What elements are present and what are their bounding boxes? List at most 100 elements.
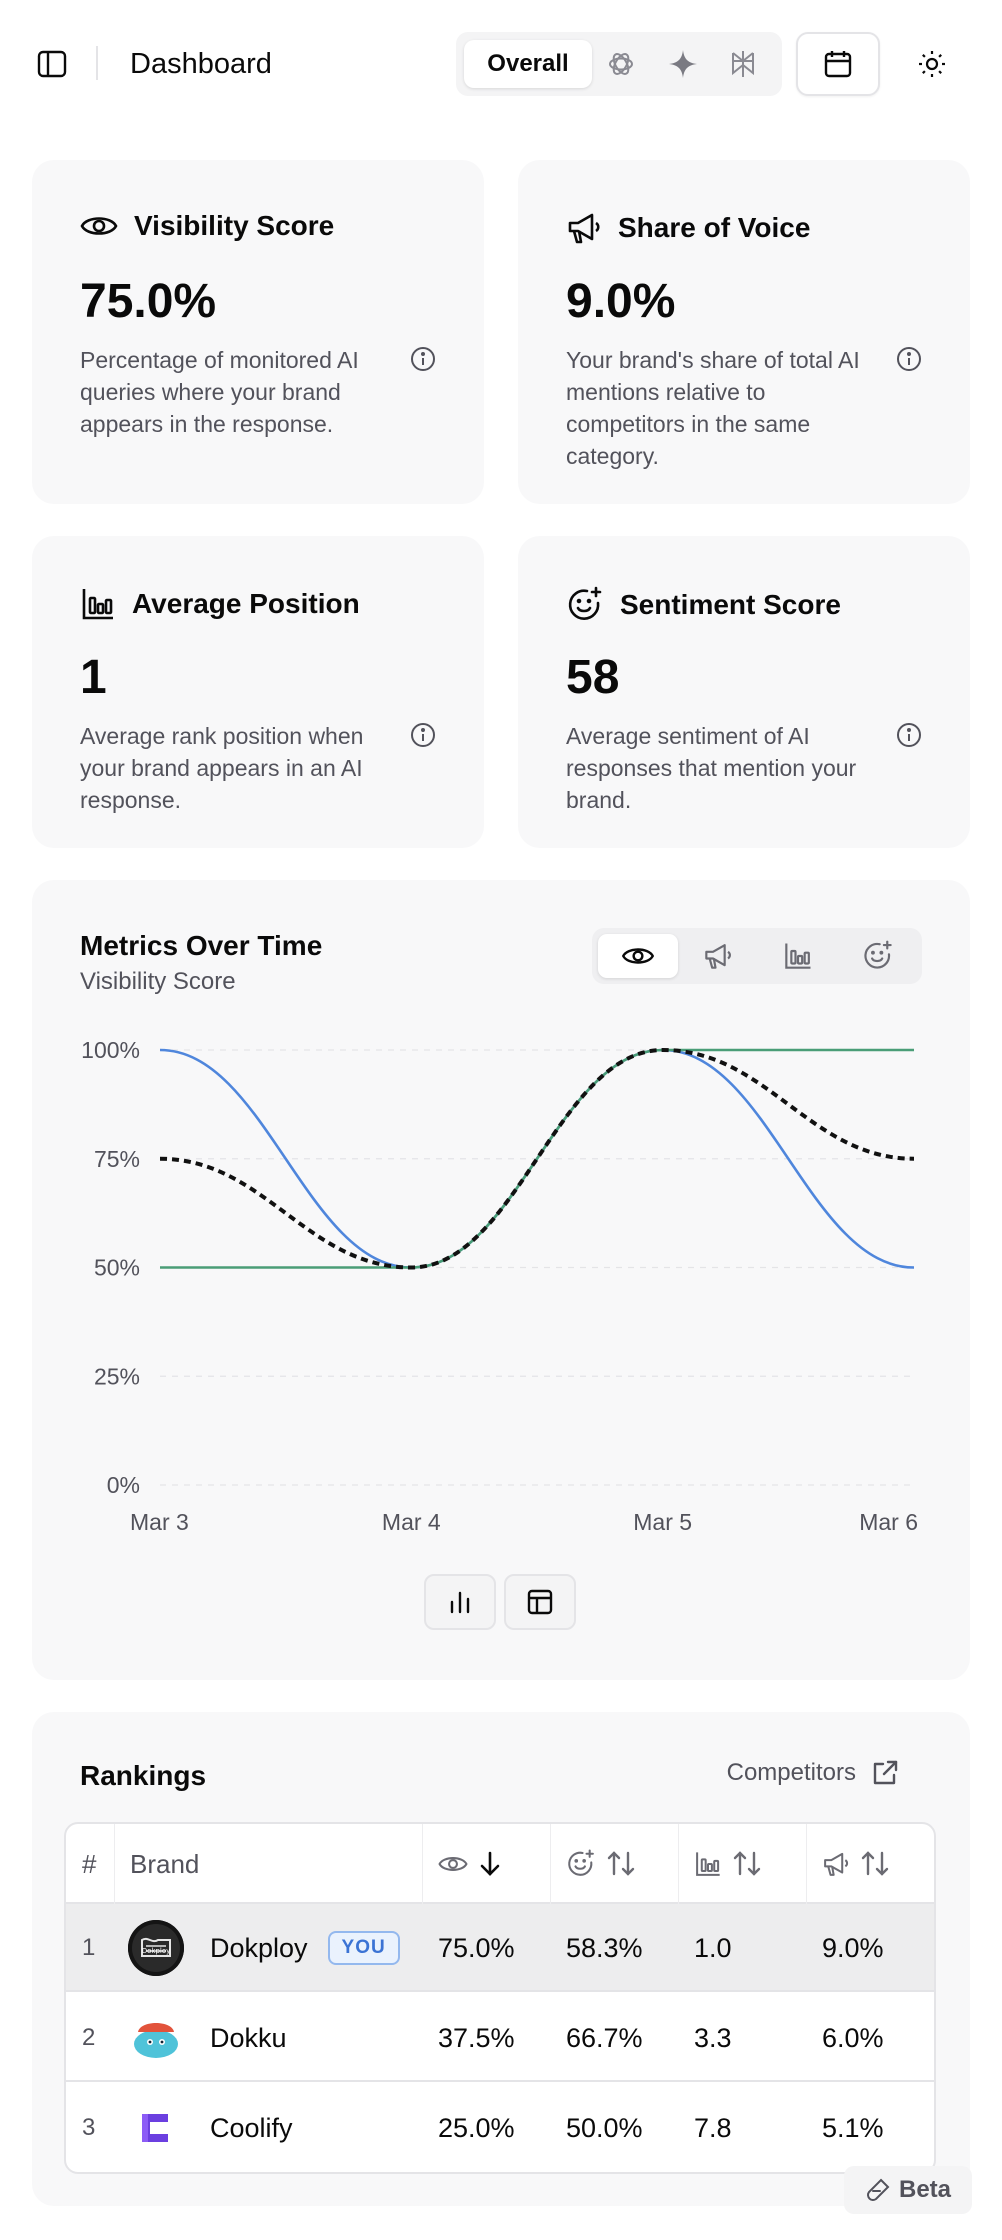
rankings-card: Rankings Competitors # Brand	[32, 1712, 970, 2206]
chart-metric-visibility-tab[interactable]	[598, 934, 678, 978]
position-cell: 1.0	[694, 1932, 732, 1963]
competitors-label: Competitors	[726, 1759, 856, 1786]
megaphone-icon	[568, 213, 600, 244]
metric-value: 1	[80, 651, 107, 704]
openai-icon[interactable]	[606, 49, 636, 79]
brand-name: Dokploy	[210, 1932, 308, 1963]
y-tick-label: 0%	[107, 1472, 140, 1498]
flask-icon	[867, 2178, 890, 2201]
header-divider	[96, 46, 98, 80]
page-title: Dashboard	[130, 48, 272, 80]
average-position-card: Average Position 1 Average rank position…	[32, 536, 484, 848]
x-tick-label: Mar 5	[633, 1509, 692, 1535]
metric-value: 75.0%	[80, 275, 217, 328]
info-icon[interactable]	[410, 346, 436, 372]
metric-description: Percentage of monitored AI queries where…	[80, 347, 359, 437]
y-tick-label: 25%	[94, 1363, 140, 1389]
you-badge: YOU	[327, 1931, 400, 1965]
metric-label: Visibility Score	[134, 210, 335, 241]
chart-metric-position-tab[interactable]	[758, 934, 838, 978]
beta-label: Beta	[898, 2176, 952, 2203]
table-view-button[interactable]	[504, 1574, 576, 1630]
rank-cell: 1	[82, 1934, 96, 1961]
sentiment-score-card: Sentiment Score 58 Average sentiment of …	[518, 536, 970, 848]
sort-arrows-icon	[733, 1851, 761, 1876]
theme-toggle-sun-icon[interactable]	[912, 44, 952, 84]
brand-cell: Coolify	[210, 2084, 293, 2172]
visibility-line-chart: 0% 25% 50% 75% 100% Mar 3 Mar 4 Mar 5 Mar 6	[81, 1037, 918, 1535]
brand-cell: Dokku	[210, 1994, 287, 2082]
dokku-logo	[128, 2010, 184, 2066]
chart-metric-sentiment-tab[interactable]	[838, 934, 918, 978]
x-tick-label: Mar 3	[130, 1509, 189, 1535]
bar-chart-icon	[785, 943, 811, 969]
brand-name: Dokku	[210, 2022, 287, 2053]
coolify-logo	[128, 2100, 184, 2156]
chart-subtitle: Visibility Score	[80, 968, 236, 995]
sov-cell: 5.1%	[822, 2112, 884, 2143]
visibility-cell: 25.0%	[438, 2112, 515, 2143]
perplexity-icon[interactable]	[728, 49, 758, 79]
info-icon[interactable]	[896, 722, 922, 748]
col-brand-header: Brand	[130, 1848, 200, 1879]
series-line	[160, 1048, 914, 1269]
rankings-table: # Brand 1	[64, 1822, 936, 2174]
metric-label: Average Position	[132, 588, 360, 619]
rank-cell: 2	[82, 2024, 96, 2051]
sentiment-cell: 66.7%	[566, 2022, 643, 2053]
table-header: # Brand	[66, 1824, 934, 1904]
external-link-icon	[873, 1760, 898, 1785]
sort-sentiment-header[interactable]	[566, 1824, 636, 1904]
metric-value: 58	[566, 651, 620, 704]
brand-cell: Dokploy YOU	[210, 1904, 400, 1992]
table-row[interactable]: 1 Dokploy Dokploy YOU 75.0% 58.3% 1.0 9.…	[66, 1904, 934, 1992]
calendar-icon	[824, 51, 852, 78]
model-tab-overall[interactable]: Overall	[464, 40, 592, 88]
sentiment-cell: 50.0%	[566, 2112, 643, 2143]
brand-name: Coolify	[210, 2112, 293, 2143]
sidebar-toggle-icon[interactable]	[34, 48, 70, 80]
position-cell: 3.3	[694, 2022, 732, 2053]
table-row[interactable]: 2 Dokku 37.5% 66.7% 3.3 6.0%	[66, 1994, 934, 2082]
share-of-voice-card: Share of Voice 9.0% Your brand's share o…	[518, 160, 970, 504]
col-rank-header: #	[82, 1848, 97, 1879]
visibility-cell: 37.5%	[438, 2022, 515, 2053]
rankings-title: Rankings	[80, 1760, 207, 1791]
bar-chart-icon	[450, 1591, 470, 1614]
beta-feedback-button[interactable]: Beta	[844, 2166, 972, 2214]
bar-chart-icon	[696, 1852, 720, 1876]
table-row[interactable]: 3 Coolify 25.0% 50.0% 7.8 5.1%	[66, 2084, 934, 2172]
metric-description: Average sentiment of AI responses that m…	[566, 723, 857, 813]
sort-arrows-icon	[607, 1851, 635, 1876]
svg-text:Dokploy: Dokploy	[142, 1947, 171, 1955]
visibility-score-card: Visibility Score 75.0% Percentage of mon…	[32, 160, 484, 504]
y-tick-label: 75%	[94, 1146, 140, 1172]
competitors-link[interactable]: Competitors	[727, 1758, 900, 1788]
sov-cell: 6.0%	[822, 2022, 884, 2053]
chart-metric-share-tab[interactable]	[678, 934, 758, 978]
eye-icon	[80, 217, 118, 235]
eye-icon	[438, 1857, 468, 1871]
date-range-button[interactable]	[796, 32, 880, 96]
sort-position-header[interactable]	[694, 1824, 762, 1904]
visibility-cell: 75.0%	[438, 1932, 515, 1963]
smile-plus-icon	[864, 940, 892, 969]
metric-value: 9.0%	[566, 275, 676, 328]
chart-view-button[interactable]	[424, 1574, 496, 1630]
info-icon[interactable]	[896, 346, 922, 372]
chart-title: Metrics Over Time	[80, 930, 323, 961]
sort-sov-header[interactable]	[822, 1824, 890, 1904]
arrow-down-icon	[480, 1851, 500, 1876]
top-header: Dashboard Overall	[0, 0, 1002, 128]
sort-visibility-header[interactable]	[438, 1824, 502, 1904]
metric-label: Share of Voice	[618, 212, 811, 243]
series-line	[159, 1047, 915, 1270]
info-icon[interactable]	[410, 722, 436, 748]
model-switcher: Overall	[456, 32, 782, 96]
x-tick-label: Mar 6	[859, 1509, 918, 1535]
metrics-over-time-card: Metrics Over Time Visibility Score 0% 25%…	[32, 880, 970, 1680]
megaphone-icon	[705, 944, 731, 969]
gemini-sparkle-icon[interactable]	[668, 49, 698, 79]
x-tick-label: Mar 4	[382, 1509, 441, 1535]
chart-metric-switcher	[592, 928, 922, 984]
